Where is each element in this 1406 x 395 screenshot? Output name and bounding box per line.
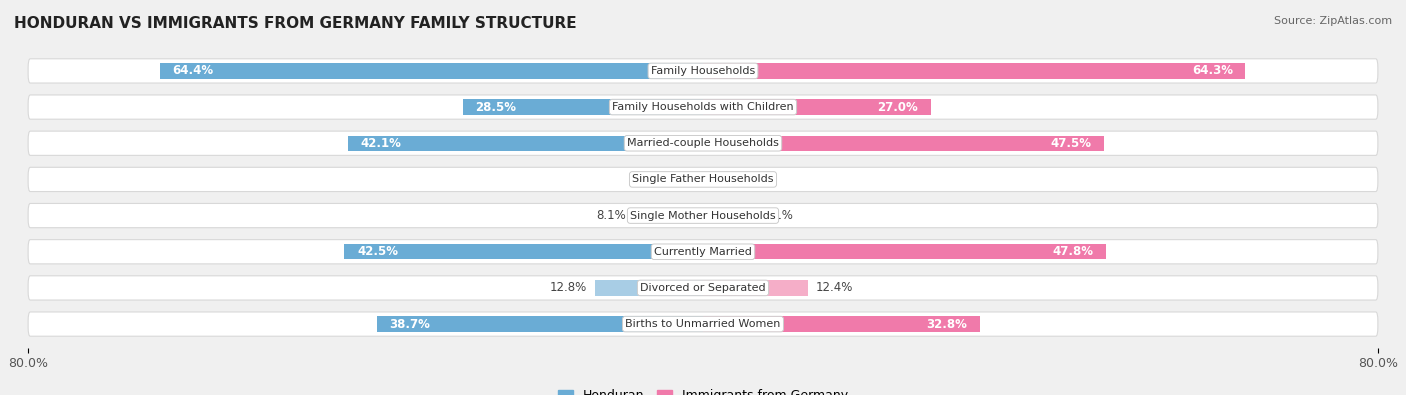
Text: 8.1%: 8.1% <box>596 209 626 222</box>
Bar <box>703 135 1104 151</box>
Text: 42.1%: 42.1% <box>360 137 401 150</box>
Text: 6.1%: 6.1% <box>763 209 793 222</box>
FancyBboxPatch shape <box>28 240 1378 264</box>
Text: Single Father Households: Single Father Households <box>633 175 773 184</box>
Text: Divorced or Separated: Divorced or Separated <box>640 283 766 293</box>
Bar <box>160 63 703 79</box>
Bar <box>703 100 931 115</box>
Text: 2.8%: 2.8% <box>641 173 671 186</box>
Text: 27.0%: 27.0% <box>877 101 918 114</box>
Text: 64.3%: 64.3% <box>1192 64 1233 77</box>
Text: 12.8%: 12.8% <box>550 281 586 294</box>
Bar <box>703 63 1246 79</box>
FancyBboxPatch shape <box>28 59 1378 83</box>
Text: 28.5%: 28.5% <box>475 101 516 114</box>
Bar <box>679 172 703 187</box>
FancyBboxPatch shape <box>28 276 1378 300</box>
Text: Family Households with Children: Family Households with Children <box>612 102 794 112</box>
Text: Single Mother Households: Single Mother Households <box>630 211 776 220</box>
Bar <box>595 280 703 295</box>
Bar <box>703 316 980 332</box>
FancyBboxPatch shape <box>28 167 1378 192</box>
Text: 47.8%: 47.8% <box>1053 245 1094 258</box>
FancyBboxPatch shape <box>28 131 1378 155</box>
Text: 38.7%: 38.7% <box>389 318 430 331</box>
Text: 32.8%: 32.8% <box>927 318 967 331</box>
FancyBboxPatch shape <box>28 312 1378 336</box>
Legend: Honduran, Immigrants from Germany: Honduran, Immigrants from Germany <box>553 384 853 395</box>
Text: Currently Married: Currently Married <box>654 247 752 257</box>
Text: 12.4%: 12.4% <box>815 281 853 294</box>
Text: Family Households: Family Households <box>651 66 755 76</box>
Bar <box>344 244 703 260</box>
Text: 42.5%: 42.5% <box>357 245 398 258</box>
Text: Married-couple Households: Married-couple Households <box>627 138 779 148</box>
Text: 64.4%: 64.4% <box>173 64 214 77</box>
FancyBboxPatch shape <box>28 95 1378 119</box>
Text: Births to Unmarried Women: Births to Unmarried Women <box>626 319 780 329</box>
Text: 47.5%: 47.5% <box>1050 137 1091 150</box>
FancyBboxPatch shape <box>28 203 1378 228</box>
Bar <box>703 280 807 295</box>
Bar <box>347 135 703 151</box>
Text: HONDURAN VS IMMIGRANTS FROM GERMANY FAMILY STRUCTURE: HONDURAN VS IMMIGRANTS FROM GERMANY FAMI… <box>14 16 576 31</box>
Text: Source: ZipAtlas.com: Source: ZipAtlas.com <box>1274 16 1392 26</box>
Bar <box>634 208 703 223</box>
Bar <box>703 208 755 223</box>
Bar <box>703 244 1107 260</box>
Bar <box>463 100 703 115</box>
Bar <box>377 316 703 332</box>
Bar <box>703 172 723 187</box>
Text: 2.3%: 2.3% <box>731 173 761 186</box>
